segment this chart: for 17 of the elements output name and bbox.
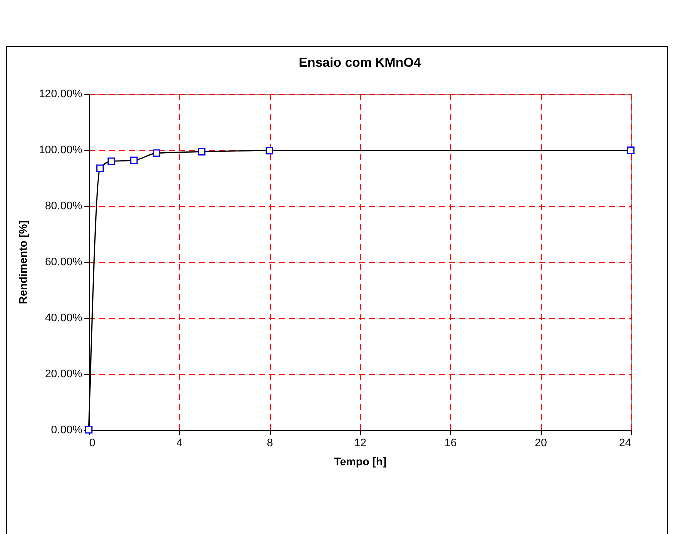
chart-title: Ensaio com KMnO4 bbox=[298, 55, 422, 70]
y-tick-label: 0.00% bbox=[51, 424, 83, 436]
x-tick-label: 16 bbox=[444, 438, 457, 450]
y-axis-title: Rendimento [%] bbox=[18, 220, 30, 304]
y-tick-label: 100.00% bbox=[39, 144, 83, 156]
x-tick-label: 4 bbox=[176, 438, 183, 450]
x-axis-title: Tempo [h] bbox=[334, 456, 388, 468]
x-tick-label: 24 bbox=[619, 438, 632, 450]
x-tick-label: 0 bbox=[90, 438, 96, 450]
y-tick-label: 20.00% bbox=[45, 368, 83, 380]
x-tick-label: 20 bbox=[535, 438, 548, 450]
x-tick-label: 8 bbox=[267, 438, 274, 450]
y-tick-label: 80.00% bbox=[45, 200, 83, 212]
y-tick-label: 120.00% bbox=[39, 88, 83, 100]
y-tick-label: 60.00% bbox=[45, 256, 83, 268]
y-tick-label: 40.00% bbox=[45, 312, 83, 324]
x-tick-label: 12 bbox=[354, 438, 367, 450]
